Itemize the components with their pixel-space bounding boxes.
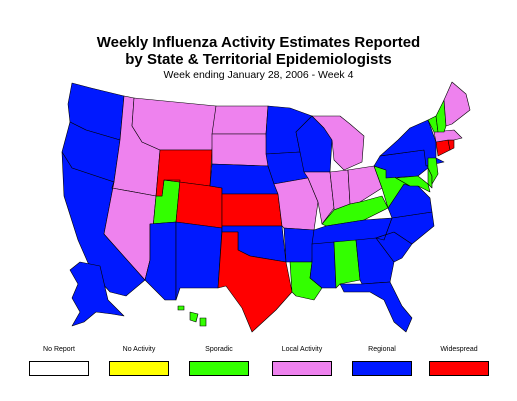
state-north-dakota xyxy=(211,105,269,135)
state-arkansas xyxy=(283,227,315,263)
state-florida xyxy=(339,281,413,333)
legend-label: No Activity xyxy=(122,346,156,353)
legend-swatch xyxy=(29,361,89,376)
state-michigan xyxy=(311,115,365,171)
state-ohio xyxy=(347,165,383,205)
state-new-hampshire xyxy=(435,99,447,133)
state-massachusetts xyxy=(433,129,463,143)
state-new-mexico xyxy=(175,221,223,301)
legend-swatch xyxy=(272,361,332,376)
state-hawaii xyxy=(189,311,199,323)
map-subtitle: Week ending January 28, 2006 - Week 4 xyxy=(163,69,354,81)
map-title-line2: by State & Territorial Epidemiologists xyxy=(125,51,392,68)
state-california xyxy=(61,151,146,297)
state-new-jersey xyxy=(427,157,439,185)
legend-label: Sporadic xyxy=(205,346,233,353)
legend-swatch xyxy=(189,361,249,376)
state-hawaii-island xyxy=(199,317,207,327)
legend-label: Local Activity xyxy=(281,346,323,353)
legend-swatch xyxy=(352,361,412,376)
state-alabama xyxy=(333,239,361,289)
state-new-york xyxy=(379,119,445,167)
map-title-line1: Weekly Influenza Activity Estimates Repo… xyxy=(96,34,421,51)
state-connecticut xyxy=(435,139,451,157)
legend-label: Widespread xyxy=(440,346,478,353)
state-south-dakota xyxy=(211,133,269,167)
state-maryland xyxy=(395,175,431,193)
state-maine xyxy=(443,81,471,127)
state-mississippi xyxy=(309,241,337,289)
state-kansas xyxy=(221,193,283,227)
legend-swatch xyxy=(109,361,169,376)
legend-swatch xyxy=(429,361,489,376)
state-alaska xyxy=(69,261,125,327)
state-montana xyxy=(131,97,217,151)
legend-label: No Report xyxy=(43,346,75,353)
state-texas xyxy=(217,231,293,333)
state-hawaii-islet xyxy=(177,305,185,311)
legend-label: Regional xyxy=(368,346,396,353)
legend: No Report No Activity Sporadic Local Act… xyxy=(0,346,517,386)
